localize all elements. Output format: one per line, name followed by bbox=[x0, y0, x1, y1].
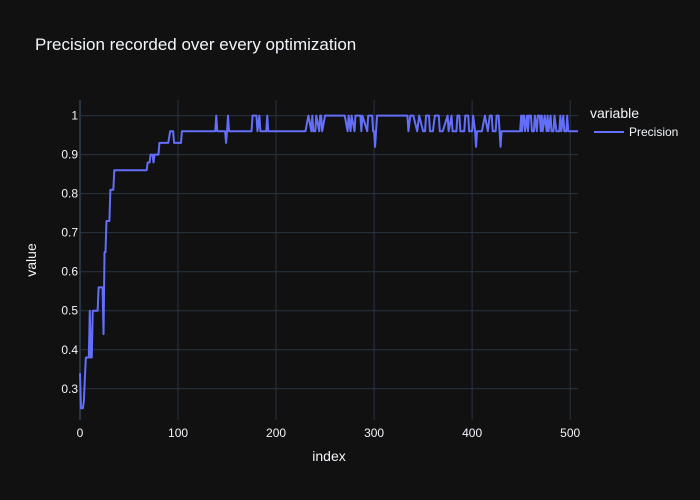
x-tick-label: 0 bbox=[77, 426, 84, 440]
x-tick-label: 500 bbox=[560, 426, 580, 440]
y-tick-label: 0.7 bbox=[61, 226, 78, 240]
x-tick-label: 200 bbox=[266, 426, 286, 440]
chart-title: Precision recorded over every optimizati… bbox=[35, 35, 356, 54]
legend[interactable]: variable Precision bbox=[590, 105, 678, 139]
series-line-precision[interactable] bbox=[79, 114, 578, 410]
y-tick-label: 0.5 bbox=[61, 304, 78, 318]
y-tick-label: 0.3 bbox=[61, 382, 78, 396]
x-axis-title: index bbox=[312, 448, 345, 464]
y-tick-label: 0.4 bbox=[61, 343, 78, 357]
x-tick-label: 300 bbox=[364, 426, 384, 440]
legend-title: variable bbox=[590, 105, 639, 121]
y-axis-title: value bbox=[23, 243, 39, 277]
y-tick-label: 0.8 bbox=[61, 187, 78, 201]
legend-item-precision[interactable]: Precision bbox=[629, 125, 678, 139]
x-axis-ticks: 0 100 200 300 400 500 bbox=[77, 426, 581, 440]
y-tick-label: 1 bbox=[71, 109, 78, 123]
series-group bbox=[79, 114, 578, 410]
x-tick-label: 100 bbox=[168, 426, 188, 440]
x-tick-label: 400 bbox=[462, 426, 482, 440]
y-tick-label: 0.6 bbox=[61, 265, 78, 279]
y-tick-label: 0.9 bbox=[61, 148, 78, 162]
y-axis-ticks: 0.3 0.4 0.5 0.6 0.7 0.8 0.9 1 bbox=[61, 109, 78, 396]
